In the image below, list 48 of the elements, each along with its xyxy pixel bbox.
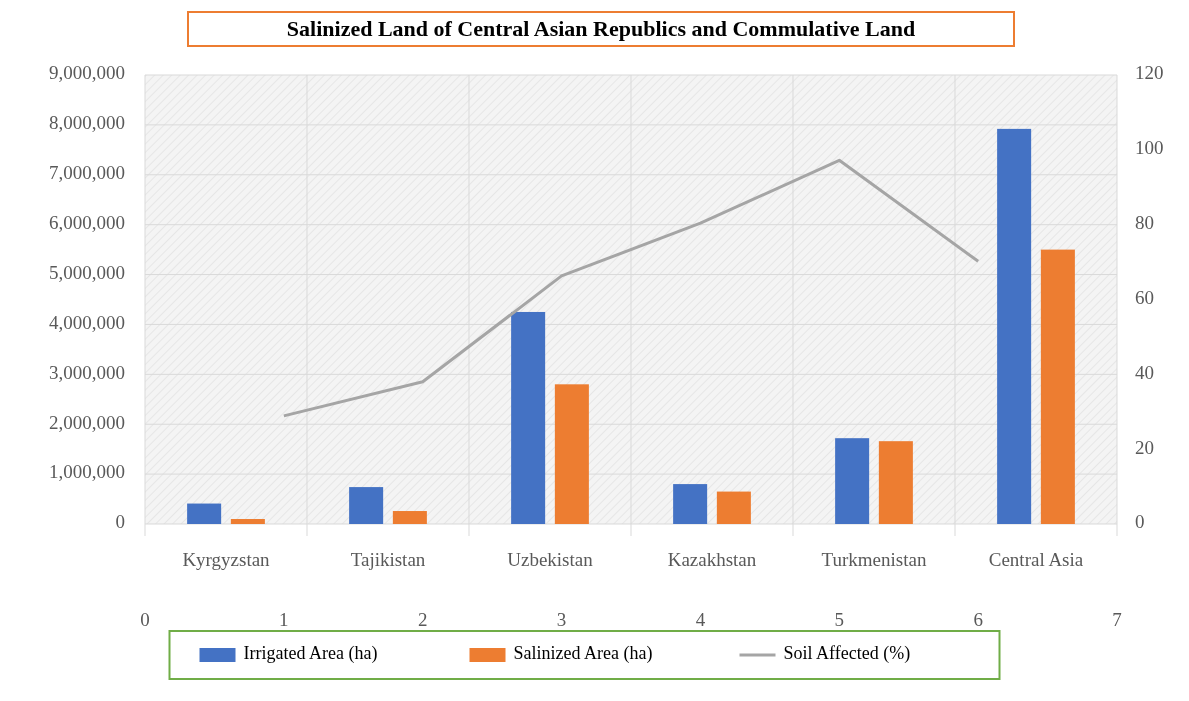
y-tick-label: 60 <box>1135 286 1154 308</box>
bar <box>511 311 546 524</box>
bar <box>878 441 913 524</box>
line-series <box>282 158 980 418</box>
y-tick-label: 8,000,000 <box>49 112 125 134</box>
bar <box>673 484 708 524</box>
y-tick-label: 2,000,000 <box>49 411 125 433</box>
y-tick-label: 4,000,000 <box>49 311 125 333</box>
bar <box>997 128 1032 524</box>
legend-label: Salinized Area (ha) <box>513 643 653 665</box>
y-tick-label: 1,000,000 <box>49 461 125 483</box>
y-tick-label: 5,000,000 <box>49 261 125 283</box>
y-tick-label: 3,000,000 <box>49 361 125 383</box>
bar <box>349 487 384 524</box>
x-tick-label: Kazakhstan <box>667 549 757 570</box>
x-tick-label: 4 <box>695 609 706 630</box>
x-tick-label: Uzbekistan <box>507 549 594 570</box>
y-tick-label: 9,000,000 <box>49 62 125 84</box>
x-tick-label: Turkmenistan <box>821 549 927 570</box>
y-tick-label: 7,000,000 <box>49 162 125 184</box>
y-tick-label: 80 <box>1135 212 1154 234</box>
y-tick-label: 40 <box>1135 361 1154 383</box>
y-tick-label: 0 <box>115 511 125 533</box>
bar <box>392 511 427 524</box>
bar <box>1040 249 1075 524</box>
x-tick-label: 6 <box>973 609 983 630</box>
y-tick-label: 0 <box>1135 511 1145 533</box>
bar <box>554 384 589 524</box>
bar <box>230 519 265 524</box>
x-tick-label: 0 <box>140 609 150 630</box>
y-tick-label: 6,000,000 <box>49 212 125 234</box>
x-tick-label: Tajikistan <box>350 549 426 570</box>
bar <box>187 503 222 524</box>
legend-label: Soil Affected (%) <box>783 643 911 665</box>
x-tick-label: 7 <box>1112 609 1122 630</box>
x-tick-label: 3 <box>556 609 567 630</box>
x-tick-label: 5 <box>834 609 845 630</box>
x-tick-label: Kyrgyzstan <box>182 549 271 570</box>
chart-title: Salinized Land of Central Asian Republics and Commulative Land <box>286 16 916 41</box>
legend-label: Irrigated Area (ha) <box>243 643 378 665</box>
y-tick-label: 100 <box>1135 137 1164 159</box>
x-tick-label: 1 <box>279 609 289 630</box>
x-tick-label: 2 <box>417 609 428 630</box>
y-tick-label: 20 <box>1135 436 1154 458</box>
x-tick-label: Central Asia <box>988 549 1084 570</box>
bar <box>716 491 751 524</box>
bar <box>835 438 870 524</box>
y-tick-label: 120 <box>1135 62 1164 84</box>
